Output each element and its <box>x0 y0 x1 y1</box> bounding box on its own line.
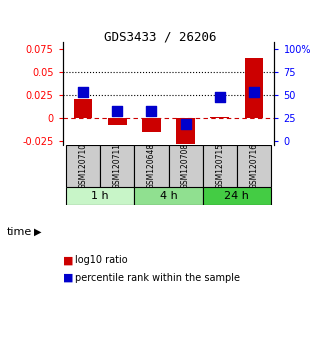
Text: ■: ■ <box>63 273 73 283</box>
Point <box>149 109 154 114</box>
Text: GSM120710: GSM120710 <box>79 143 88 189</box>
Text: GSM120708: GSM120708 <box>181 143 190 189</box>
Bar <box>142 118 161 132</box>
Point <box>81 89 86 95</box>
Text: GSM120716: GSM120716 <box>249 143 258 189</box>
Text: percentile rank within the sample: percentile rank within the sample <box>75 273 240 283</box>
Point <box>251 89 256 95</box>
Text: GSM120648: GSM120648 <box>147 143 156 189</box>
Point <box>183 121 188 127</box>
Text: 1 h: 1 h <box>91 191 109 201</box>
Bar <box>245 58 263 118</box>
Point <box>217 94 222 100</box>
Bar <box>66 145 100 187</box>
Text: time: time <box>6 227 32 237</box>
Bar <box>100 145 134 187</box>
Bar <box>134 187 203 205</box>
Bar <box>176 118 195 144</box>
Bar <box>66 187 134 205</box>
Text: ■: ■ <box>63 255 73 265</box>
Text: GSM120715: GSM120715 <box>215 143 224 189</box>
Text: log10 ratio: log10 ratio <box>75 255 128 265</box>
Bar <box>108 118 127 125</box>
Text: 4 h: 4 h <box>160 191 178 201</box>
Bar <box>237 145 271 187</box>
Bar <box>203 145 237 187</box>
Bar <box>210 117 229 118</box>
Point <box>115 109 120 114</box>
Bar <box>203 187 271 205</box>
Bar <box>74 99 92 118</box>
Text: GSM120711: GSM120711 <box>113 143 122 189</box>
Text: ▶: ▶ <box>34 227 41 237</box>
Text: 24 h: 24 h <box>224 191 249 201</box>
Text: GDS3433 / 26206: GDS3433 / 26206 <box>104 30 217 43</box>
Bar <box>134 145 169 187</box>
Bar <box>169 145 203 187</box>
